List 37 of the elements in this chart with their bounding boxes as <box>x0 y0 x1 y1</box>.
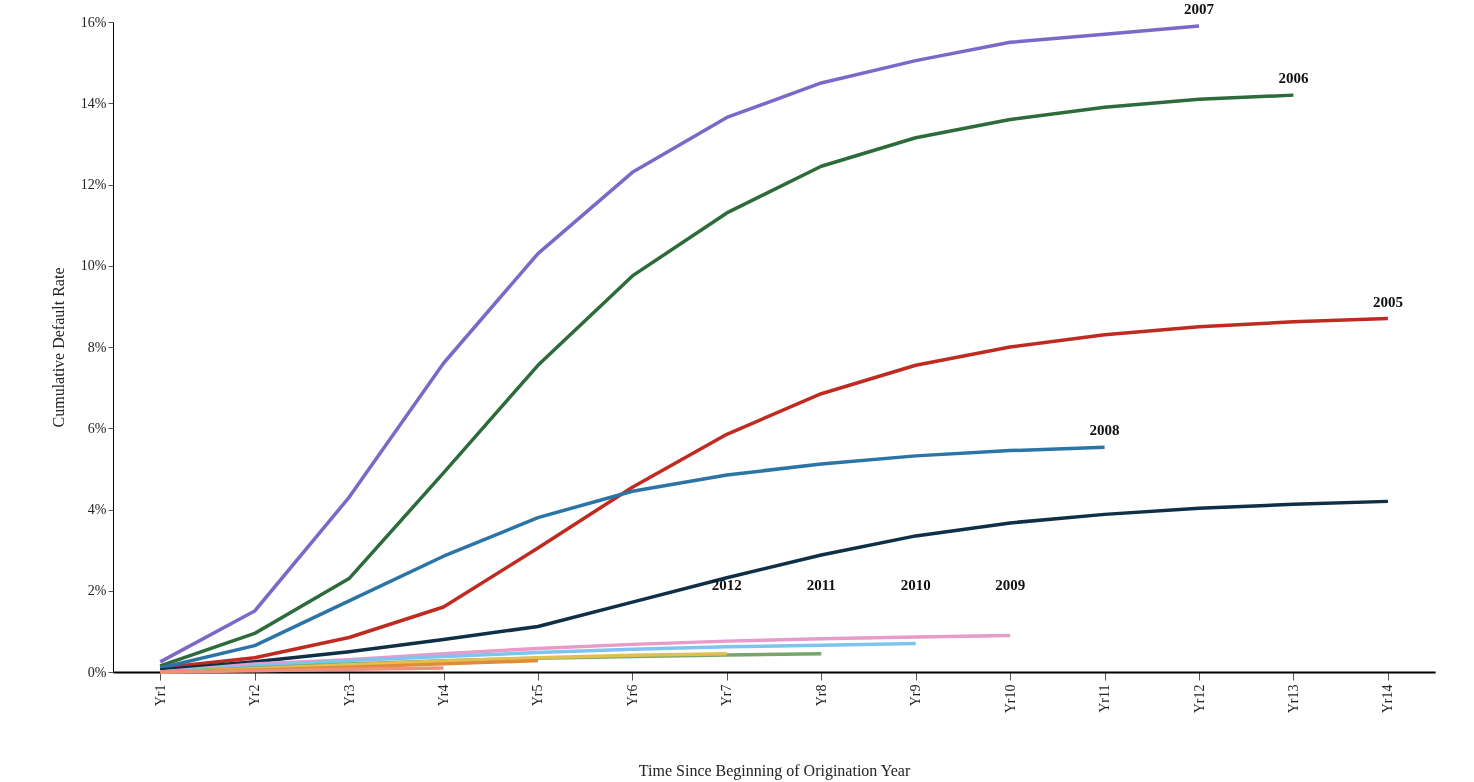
series-label: 2005 <box>1372 293 1403 310</box>
x-tick-label: Yr11 <box>1097 684 1113 713</box>
x-tick-label: Yr10 <box>1002 684 1018 714</box>
x-tick-label: Yr12 <box>1191 684 1207 714</box>
line-series <box>158 499 1390 672</box>
x-tick-label: Yr8 <box>813 684 829 707</box>
text: 2010 <box>900 577 931 593</box>
x-tick-label: Yr6 <box>624 684 640 707</box>
x-tick-label: Yr7 <box>719 684 735 707</box>
y-tick-label: 12% <box>80 177 107 192</box>
y-tick-label: 0% <box>87 664 107 680</box>
y-tick-label: 2% <box>87 583 107 599</box>
series-label: 2006 <box>1278 70 1309 87</box>
x-axis-title: Time Since Beginning of Origination Year <box>638 762 911 781</box>
line-series <box>158 445 1107 670</box>
x-tick-label: Yr14 <box>1380 684 1396 714</box>
y-tick-label: 6% <box>87 420 107 436</box>
x-tick-label: Yr9 <box>908 684 924 707</box>
x-tick-label: Yr4 <box>436 684 452 707</box>
y-tick-label: 4% <box>87 502 107 517</box>
x-tick-label: Yr5 <box>530 684 546 707</box>
series-label: 2007 <box>1184 1 1215 18</box>
y-axis-title: Cumulative Default Rate <box>49 267 67 428</box>
y-tick-label: 16% <box>80 14 107 30</box>
x-tick-label: Yr13 <box>1285 684 1301 714</box>
y-tick-label: 14% <box>80 95 107 111</box>
x-tick-label: Yr3 <box>341 684 357 707</box>
y-tick-label: 8% <box>87 339 107 355</box>
x-tick-label: Yr2 <box>247 684 263 707</box>
text: 2011 <box>806 577 836 593</box>
line-series <box>158 24 1201 664</box>
text: 2012 <box>711 577 742 593</box>
x-tick-label: Yr1 <box>152 684 168 707</box>
text: 2009 <box>995 577 1026 593</box>
line-series <box>158 93 1296 668</box>
series-label: 2008 <box>1089 422 1120 439</box>
y-tick-label: 10% <box>80 258 107 274</box>
